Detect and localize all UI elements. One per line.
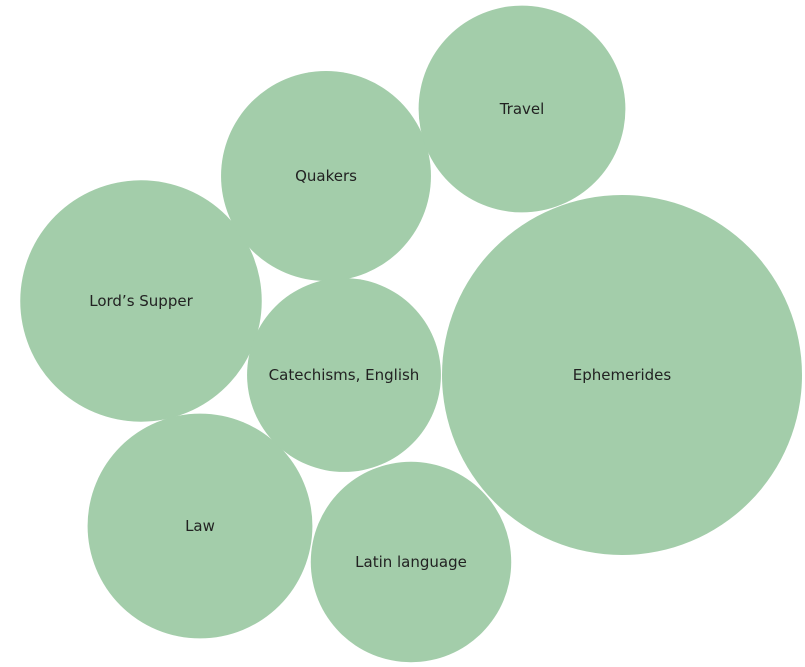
bubble-label-law: Law (185, 517, 215, 535)
bubble-law[interactable]: Law (87, 413, 313, 639)
bubble-circle-quakers[interactable] (221, 71, 431, 281)
bubble-circle-lord-s-supper[interactable] (20, 180, 262, 422)
bubble-circle-law[interactable] (87, 413, 313, 639)
bubble-circle-latin-language[interactable] (310, 461, 512, 663)
bubble-circle-catechisms-english[interactable] (247, 278, 441, 472)
bubble-ephemerides[interactable]: Ephemerides (442, 195, 802, 555)
bubble-label-quakers: Quakers (295, 167, 357, 185)
bubble-travel[interactable]: Travel (418, 5, 626, 213)
bubble-latin-language[interactable]: Latin language (310, 461, 512, 663)
bubble-label-latin-language: Latin language (355, 553, 467, 571)
bubble-circle-travel[interactable] (418, 5, 626, 213)
bubble-label-travel: Travel (499, 100, 545, 118)
bubble-circle-ephemerides[interactable] (442, 195, 802, 555)
bubble-quakers[interactable]: Quakers (221, 71, 431, 281)
bubble-label-catechisms-english: Catechisms, English (269, 366, 420, 384)
bubble-catechisms-english[interactable]: Catechisms, English (247, 278, 441, 472)
bubble-lord-s-supper[interactable]: Lord’s Supper (20, 180, 262, 422)
bubble-label-lord-s-supper: Lord’s Supper (89, 292, 193, 310)
bubble-label-ephemerides: Ephemerides (573, 366, 672, 384)
